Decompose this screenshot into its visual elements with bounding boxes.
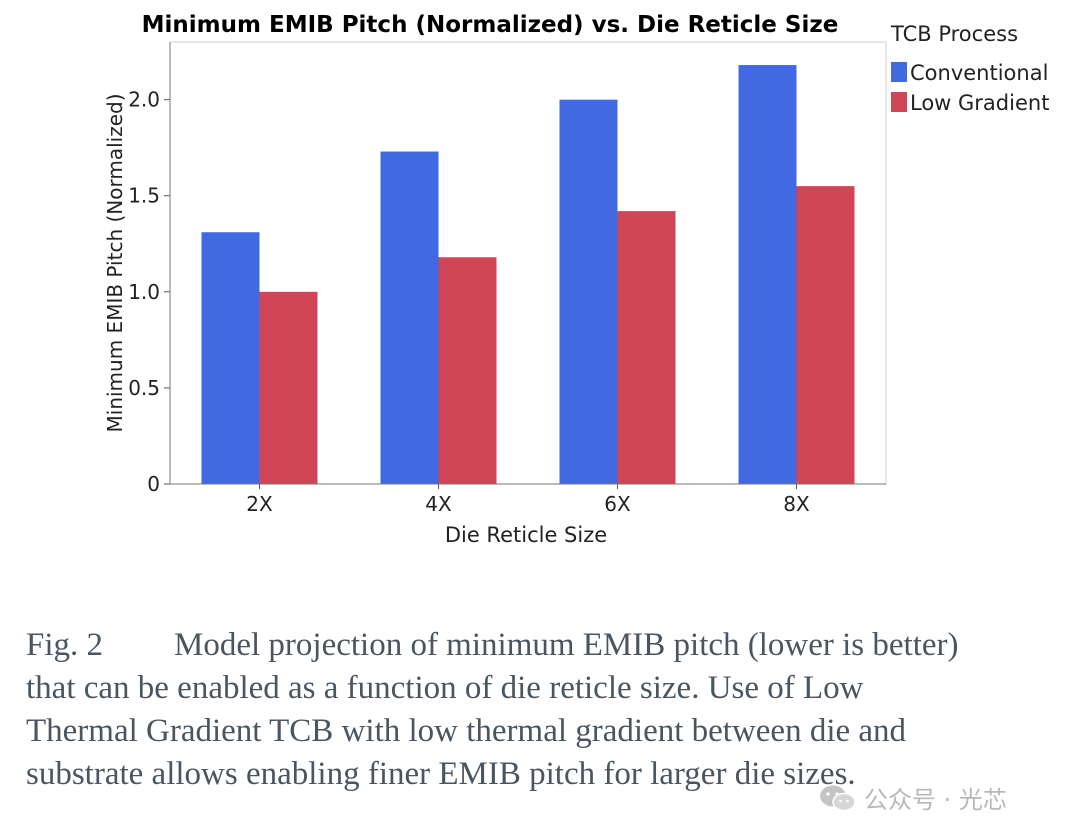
bar-conventional-4x	[380, 151, 439, 484]
y-tick-label: 0.5	[128, 376, 160, 400]
x-tick-label: 6X	[604, 492, 631, 516]
legend-swatch-low-gradient	[891, 92, 907, 112]
watermark-text: 公众号 · 光芯	[864, 786, 1007, 814]
axes: 2X 4X 6X 8X 0 0.5 1.0 1.5 2.0	[128, 42, 886, 516]
figure-label: Fig. 2	[26, 627, 104, 663]
y-tick-label: 0	[147, 472, 160, 496]
bars	[201, 65, 855, 485]
caption-text-1: Model projection of minimum EMIB pitch (…	[174, 627, 959, 663]
caption-line-2: that can be enabled as a function of die…	[26, 670, 864, 706]
bar-conventional-2x	[201, 232, 260, 484]
bar-low-gradient-2x	[259, 291, 318, 484]
legend-swatch-conventional	[891, 62, 907, 82]
bar-conventional-6x	[559, 99, 618, 485]
figure-caption: Fig. 2 Model projection of minimum EMIB p…	[26, 624, 1076, 796]
legend-title: TCB Process	[890, 22, 1018, 46]
caption-line-3: Thermal Gradient TCB with low thermal gr…	[26, 713, 907, 749]
caption-line-1: Fig. 2 Model projection of minimum EMIB p…	[26, 624, 1076, 667]
caption-line-4: substrate allows enabling finer EMIB pit…	[26, 756, 856, 792]
x-axis-label: Die Reticle Size	[445, 523, 607, 547]
wechat-icon	[820, 785, 856, 811]
legend-label-low-gradient: Low Gradient	[910, 91, 1049, 115]
bar-low-gradient-8x	[796, 186, 855, 484]
y-tick-label: 2.0	[128, 88, 160, 112]
x-tick-label: 2X	[246, 492, 273, 516]
y-tick-label: 1.5	[128, 184, 160, 208]
x-tick-label: 8X	[783, 492, 810, 516]
legend: TCB Process Conventional Low Gradient	[890, 22, 1049, 115]
legend-label-conventional: Conventional	[910, 61, 1048, 85]
y-axis-label: Minimum EMIB Pitch (Normalized)	[103, 94, 127, 433]
bar-conventional-8x	[738, 65, 797, 485]
watermark: 公众号 · 光芯	[818, 780, 1007, 815]
chart-title: Minimum EMIB Pitch (Normalized) vs. Die …	[142, 12, 839, 38]
bar-low-gradient-4x	[438, 257, 497, 484]
chart: Minimum EMIB Pitch (Normalized) vs. Die …	[103, 12, 1049, 547]
bar-low-gradient-6x	[617, 211, 676, 484]
x-tick-label: 4X	[425, 492, 452, 516]
y-tick-label: 1.0	[128, 280, 160, 304]
